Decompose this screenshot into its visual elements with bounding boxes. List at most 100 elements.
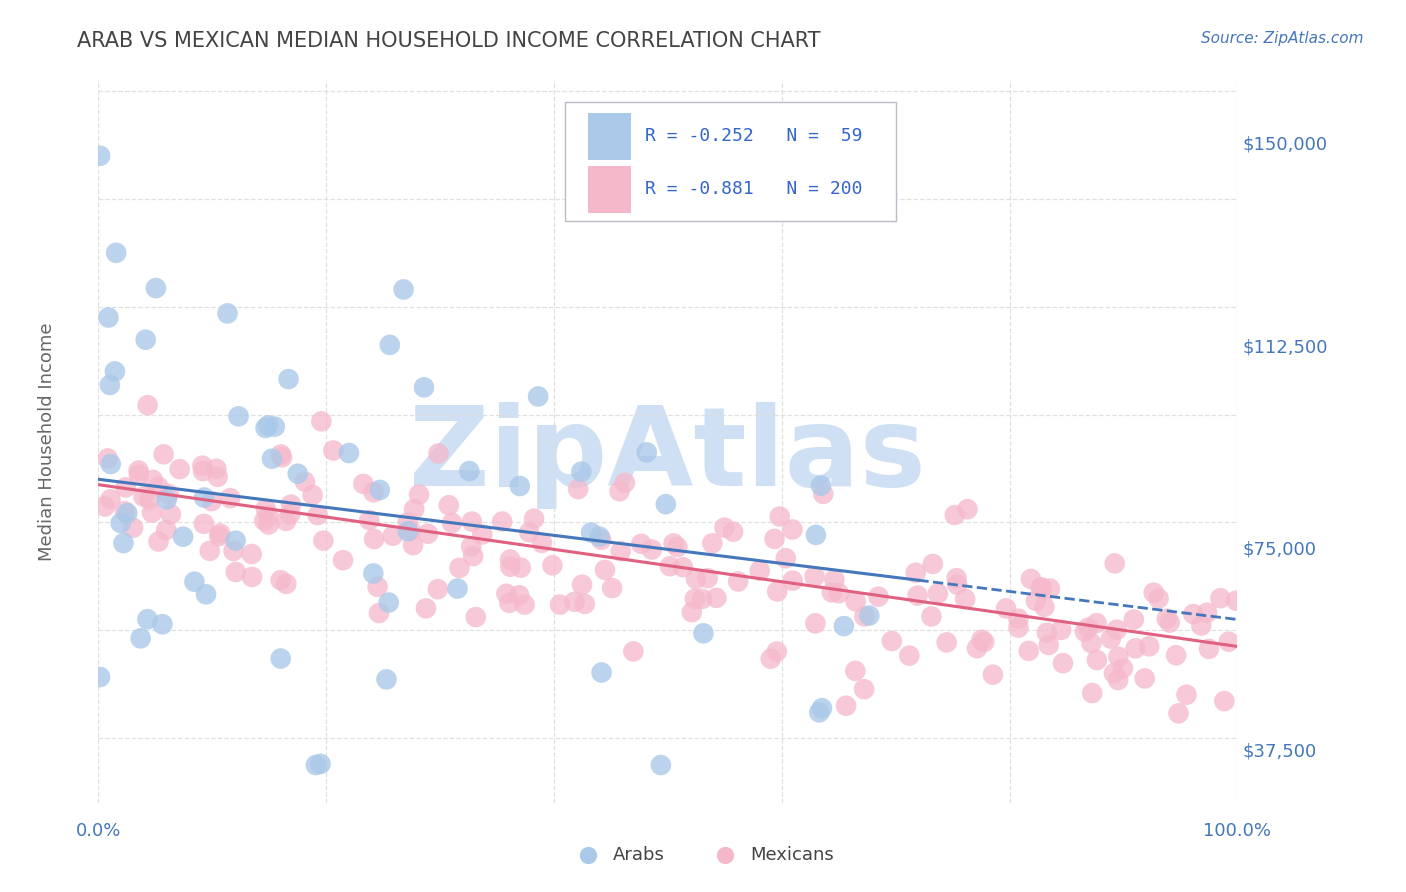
Point [240,570,263,584]
Point [1209,591,1232,606]
Point [530,536,553,550]
Point [278,508,301,522]
Point [142,473,165,487]
Point [1007,621,1029,635]
Point [508,588,530,602]
Point [973,635,995,649]
Point [1077,621,1099,635]
Point [309,756,332,771]
Point [1175,688,1198,702]
Point [966,641,988,656]
Text: ZipAtlas: ZipAtlas [409,402,927,509]
Point [1137,640,1160,654]
Point [591,665,613,680]
Point [337,446,360,460]
Point [692,626,714,640]
Point [953,592,976,607]
Point [156,492,179,507]
Point [191,464,214,478]
Point [658,559,681,574]
Point [1107,673,1129,687]
Point [579,525,602,540]
Bar [588,112,631,160]
Point [564,595,586,609]
Point [548,598,571,612]
Point [160,508,183,522]
Point [132,490,155,504]
Point [662,536,685,550]
Point [499,559,522,574]
Point [1085,616,1108,631]
Point [588,530,610,544]
Point [222,544,245,558]
Point [377,596,399,610]
Point [832,619,855,633]
Point [205,462,228,476]
Point [94,500,117,514]
Point [920,609,942,624]
Point [368,606,391,620]
Point [193,516,215,531]
Point [600,581,623,595]
Point [898,648,921,663]
Point [427,446,450,460]
Point [322,443,344,458]
Point [198,544,221,558]
Point [706,591,728,605]
Point [513,598,536,612]
Point [138,492,160,507]
Point [1167,706,1189,721]
Point [1029,581,1052,595]
Point [312,533,335,548]
Point [1189,618,1212,632]
Point [100,492,122,507]
Point [613,475,636,490]
Point [270,651,292,665]
Point [257,517,280,532]
Bar [588,166,631,212]
Point [1213,694,1236,708]
Point [89,149,111,163]
Point [509,560,531,574]
Point [844,664,866,678]
Point [523,511,546,525]
Point [1033,599,1056,614]
Point [122,521,145,535]
Point [254,421,277,435]
Point [446,582,468,596]
Point [981,667,1004,681]
Point [1036,625,1059,640]
Point [191,458,214,473]
Point [98,378,121,392]
Point [136,398,159,412]
Point [396,516,419,530]
Point [804,616,827,631]
Point [1107,649,1129,664]
Text: R = -0.881   N = 200: R = -0.881 N = 200 [645,179,862,198]
Point [396,524,419,539]
Point [904,566,927,580]
Point [727,574,749,589]
Point [145,281,167,295]
Point [946,577,969,591]
Point [225,565,247,579]
Point [567,482,589,496]
Point [359,513,381,527]
Point [569,465,592,479]
Point [845,594,868,608]
Point [100,457,122,471]
Point [89,670,111,684]
Point [307,508,329,522]
Point [225,533,247,548]
Point [463,549,485,563]
Point [253,514,276,528]
Point [155,523,177,537]
Point [172,530,194,544]
Point [591,533,613,547]
Point [193,491,215,505]
Point [115,506,138,520]
Point [219,491,242,505]
Point [404,502,426,516]
Point [148,480,170,494]
Point [956,502,979,516]
